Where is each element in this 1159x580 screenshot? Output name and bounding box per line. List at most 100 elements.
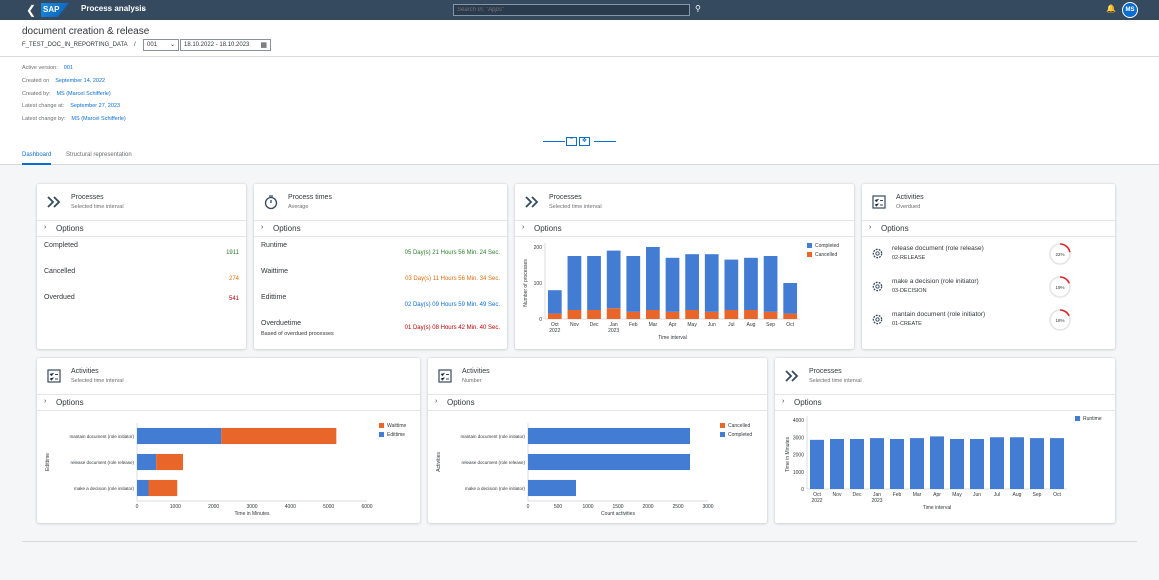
bar [606,308,621,319]
overdue-gauges: 22% 19% 18% [1049,243,1071,331]
version-select[interactable]: 001 ⌄ [143,39,179,51]
options-toggle[interactable]: › Options [37,395,420,411]
x-tick-label: Jan [610,322,618,328]
activities-overdue-card[interactable]: Activities Overdued › Options release doc… [862,184,1115,349]
chevron-down-icon[interactable]: ⌄ [140,3,148,13]
meta-value[interactable]: September 27, 2023 [70,103,121,109]
y-tick-label: 3000 [793,435,804,441]
options-label: Options [447,398,475,407]
card-header[interactable]: Processes Selected time interval [37,184,246,221]
y-tick-label: 0 [539,317,542,323]
card-title: Processes [809,368,842,375]
legend-label: Waittime [387,423,406,429]
avatar[interactable]: MS [1122,2,1138,18]
bar [547,313,562,319]
options-toggle[interactable]: › Options [775,395,1115,411]
date-range-value: 18.10.2022 - 18.10.2023 [184,42,250,48]
activities-time-chart: 0 1000 2000 3000 4000 5000 6000 mantain documen… [45,423,406,517]
bar [528,427,690,445]
search-input[interactable] [453,4,690,16]
card-header[interactable]: Processes Selected time interval [775,358,1115,395]
card-header[interactable]: Activities Overdued [862,184,1115,221]
legend-label: Completed [815,243,839,249]
pin-icon[interactable]: ❖ [579,137,590,146]
processes-runtime-card[interactable]: Processes Selected time interval › Option… [775,358,1115,523]
collapse-icon[interactable]: ⌃ [566,137,577,146]
options-toggle[interactable]: › Options [428,395,767,411]
tab-dashboard[interactable]: Dashboard [22,152,52,165]
x-tick-label: Dec [853,492,862,498]
y-tick-label: 100 [534,281,543,287]
x-tick-label: Oct [551,322,559,328]
processes-card[interactable]: Processes Selected time interval › Option… [37,184,246,349]
calendar-icon[interactable]: ▦ [260,42,267,49]
bar [567,256,582,310]
options-toggle[interactable]: › Options [862,221,1115,237]
card-header[interactable]: Activities Number [428,358,767,395]
x-tick-label: Oct [1053,492,1061,498]
options-label: Options [534,224,562,233]
bar [763,311,778,319]
gauge-label: 19% [1055,285,1064,290]
app-title[interactable]: Process analysis [81,4,146,13]
card-header[interactable]: Activities Selected time interval [37,358,420,395]
tab-structural-representation[interactable]: Structural representation [66,152,132,158]
activities-number-card[interactable]: Activities Number › Options 0 500 1000 1500 2… [428,358,767,523]
card-title: Processes [71,194,104,201]
sap-logo[interactable]: SAP [41,3,69,17]
legend-swatch [1075,416,1080,421]
meta-label: Latest change by: [22,116,66,122]
x-tick-label: 5000 [323,504,334,510]
bar [1050,438,1064,489]
x-tick-label: 2000 [208,504,219,510]
y-tick-label: 2000 [793,453,804,459]
activity-code: 03-DECISION [892,288,927,294]
kpi-value: 03 Day(s) 11 Hours 56 Min. 34 Sec. [405,276,500,282]
bar [830,438,844,489]
bell-icon[interactable]: 🔔 [1106,4,1116,13]
activities-time-card[interactable]: Activities Selected time interval › Optio… [37,358,420,523]
bar [665,257,680,312]
bar [547,290,562,314]
bar [950,438,964,489]
card-subtitle: Average [288,204,309,210]
activity-code: 02-RELEASE [892,255,926,261]
bar [646,247,660,310]
meta-value[interactable]: MS (Marcel Schifferle) [71,116,126,122]
card-header[interactable]: Processes Selected time interval [515,184,854,221]
options-toggle[interactable]: › Options [254,221,507,237]
x-tick-label: Feb [893,492,902,498]
card-title: Activities [462,368,490,375]
meta-value[interactable]: 001 [63,65,73,71]
meta-value[interactable]: MS (Marcel Schifferle) [56,91,111,97]
date-range-picker[interactable]: 18.10.2022 - 18.10.2023 ▦ [180,39,271,51]
x-tick-label: 6000 [361,504,372,510]
activity-code: 01-CREATE [892,321,922,327]
bar [137,479,149,497]
process-times-card[interactable]: Process times Average › Options Runtime 05… [254,184,507,349]
meta-row: Created by: MS (Marcel Schifferle) [22,91,111,97]
processes-chart-card[interactable]: Processes Selected time interval › Option… [515,184,854,349]
options-toggle[interactable]: › Options [515,221,854,237]
options-label: Options [881,224,909,233]
divider [543,141,565,142]
options-toggle[interactable]: › Options [37,221,246,237]
y-axis-label: Time in Minutes [785,436,791,472]
y-tick-label: release document (role release) [461,460,525,465]
kpi-label: Waittime [261,268,288,275]
kpi-label: Runtime [261,242,288,249]
meta-row: Latest change at: September 27, 2023 [22,103,120,109]
meta-value[interactable]: September 14, 2022 [55,78,106,84]
double-chevron-icon [525,196,539,208]
bar [850,438,864,489]
chevron-right-icon: › [435,398,438,405]
bar [137,427,222,445]
chevron-down-icon[interactable]: ⌄ [169,42,175,48]
back-icon[interactable]: ❮ [26,3,37,17]
legend-label: Cancelled [728,423,750,429]
kpi-value: 05 Day(s) 21 Hours 56 Min. 24 Sec. [404,250,500,256]
card-header[interactable]: Process times Average [254,184,507,221]
card-subtitle: Selected time interval [549,204,602,210]
kpi-value: 1911 [226,250,239,256]
search-icon[interactable]: ⚲ [695,4,701,13]
